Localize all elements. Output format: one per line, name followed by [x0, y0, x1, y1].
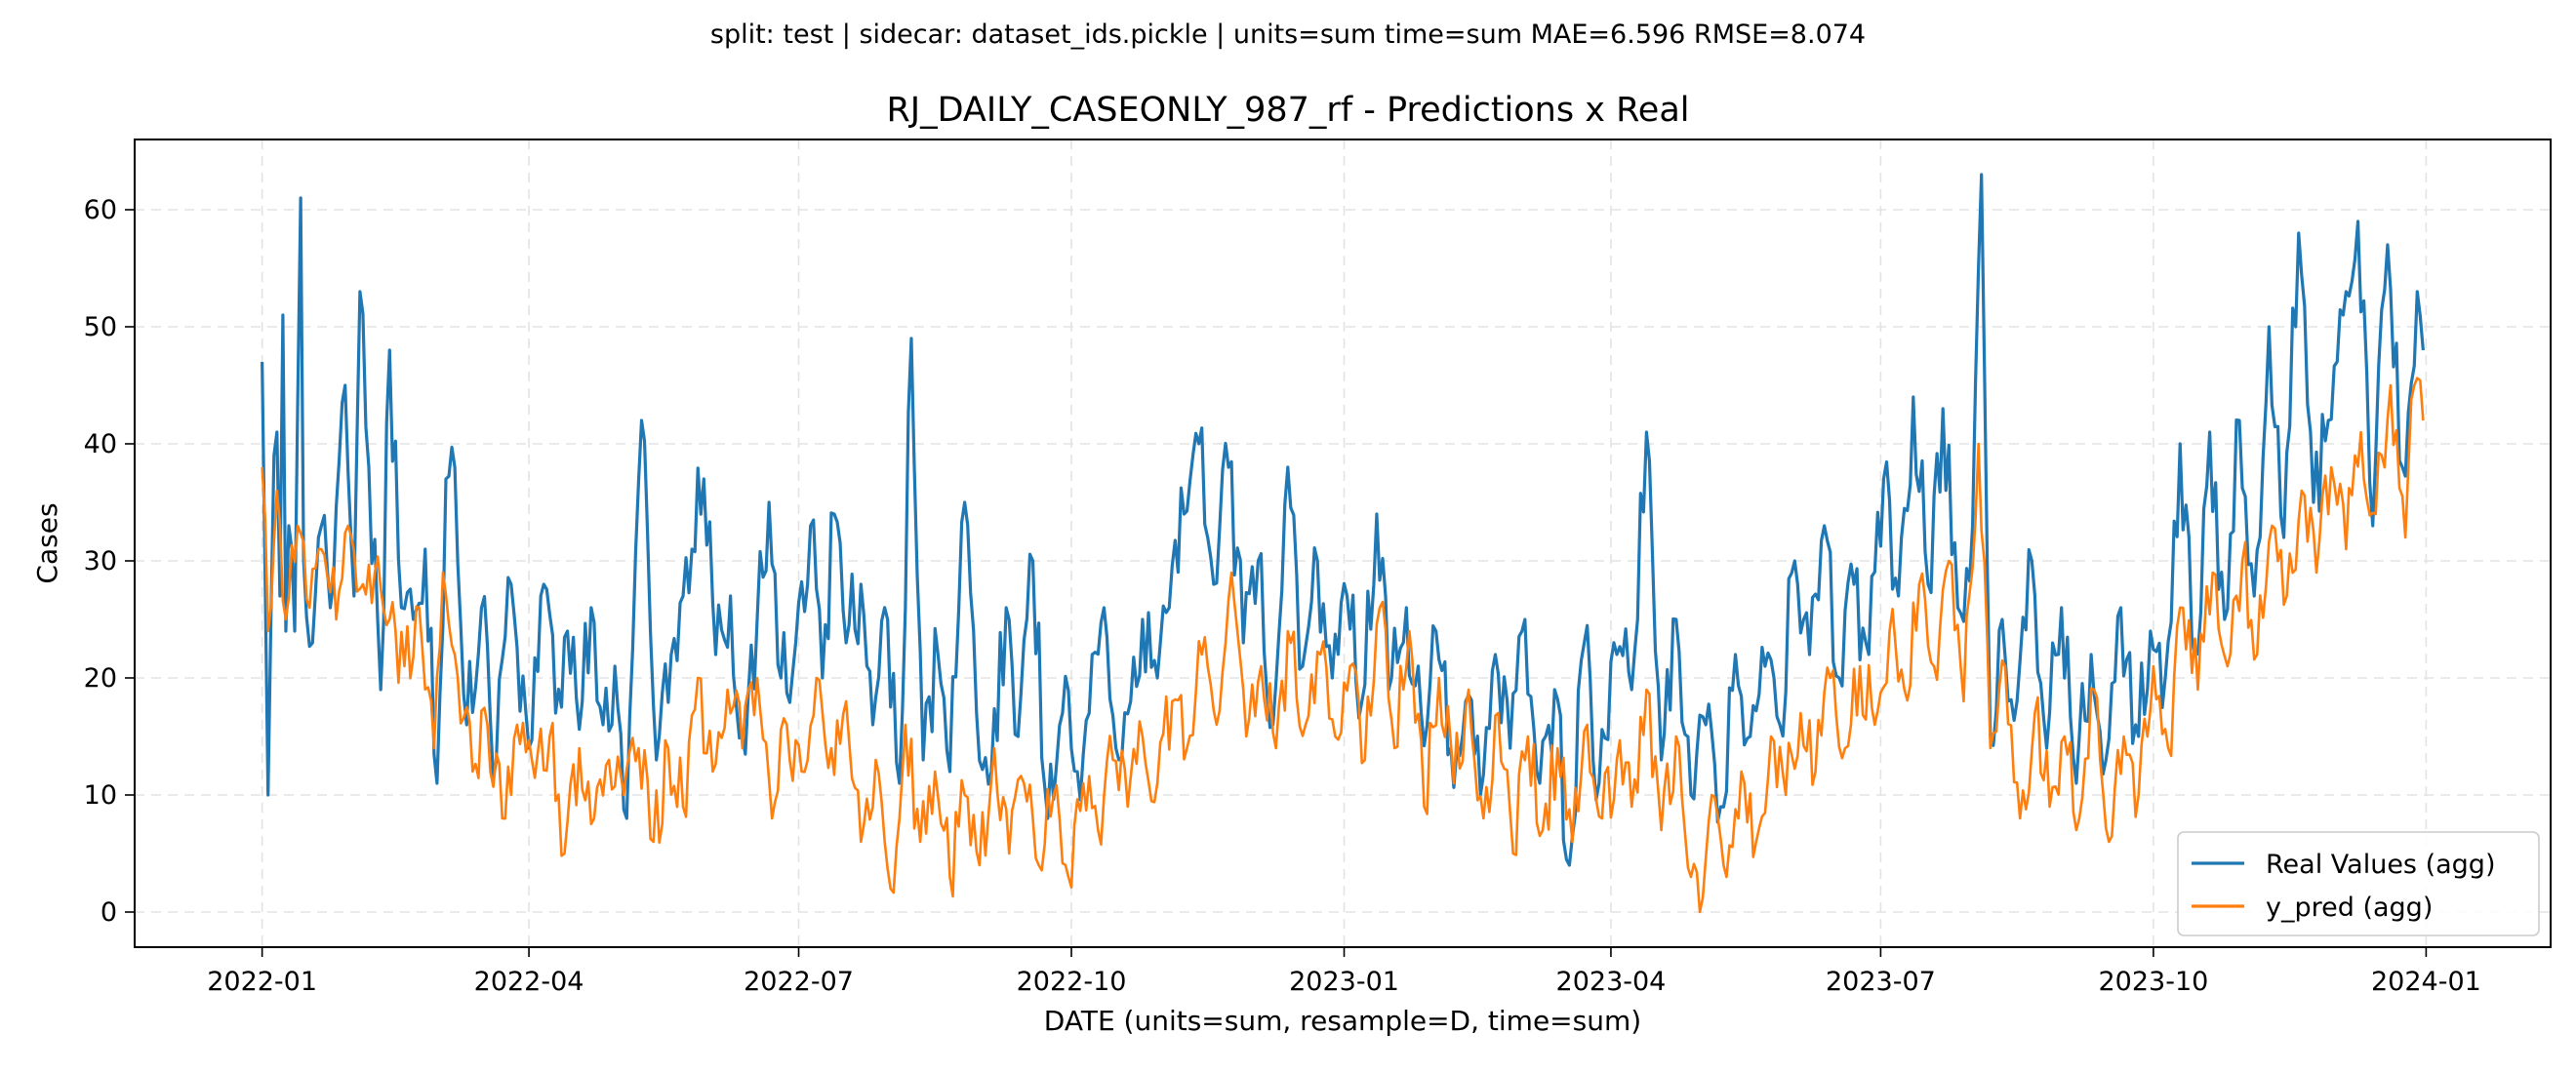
plot-area-frame [134, 139, 2552, 948]
x-tick-label: 2024-01 [2371, 967, 2481, 997]
x-axis-label: DATE (units=sum, resample=D, time=sum) [1044, 1005, 1641, 1037]
x-tick-label: 2022-01 [207, 967, 317, 997]
x-axis: 2022-01 2022-04 2022-07 2022-10 2023-01 2023-… [207, 947, 2481, 997]
x-tick-label: 2022-07 [744, 967, 854, 997]
chart-title: RJ_DAILY_CASEONLY_987_rf - Predictions x… [886, 91, 1689, 130]
series-layer [261, 173, 2425, 914]
y-tick-label: 50 [84, 312, 117, 342]
series-line-real [261, 173, 2425, 867]
series-line-pred [261, 377, 2425, 914]
y-axis: 0 10 20 30 40 50 60 [84, 195, 135, 928]
legend: Real Values (agg) y_pred (agg) [2177, 831, 2540, 936]
legend-label: y_pred (agg) [2266, 893, 2433, 923]
x-tick-label: 2023-10 [2098, 967, 2208, 997]
y-tick-label: 20 [84, 663, 117, 694]
y-tick-label: 60 [84, 195, 117, 225]
legend-label: Real Values (agg) [2266, 850, 2495, 880]
y-tick-label: 10 [84, 780, 117, 811]
y-tick-label: 40 [84, 429, 117, 459]
suptitle: split: test | sidecar: dataset_ids.pickl… [710, 20, 1866, 50]
y-tick-label: 30 [84, 546, 117, 576]
y-axis-label: Cases [31, 502, 63, 583]
legend-box [2177, 831, 2540, 936]
x-tick-label: 2022-04 [474, 967, 584, 997]
x-tick-label: 2023-01 [1289, 967, 1399, 997]
y-tick-label: 0 [101, 897, 117, 928]
x-tick-label: 2022-10 [1017, 967, 1127, 997]
x-tick-label: 2023-07 [1826, 967, 1936, 997]
x-tick-label: 2023-04 [1556, 967, 1667, 997]
